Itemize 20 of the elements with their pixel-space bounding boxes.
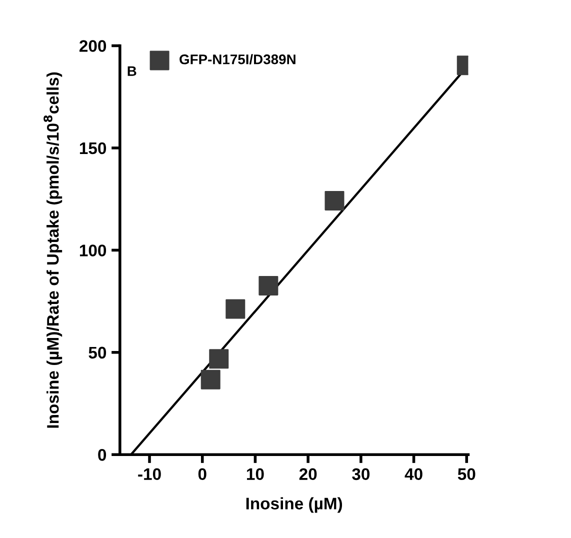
x-tick-label: 30 — [352, 468, 370, 480]
y-axis-title: Inosine (µM)/Rate of Uptake (pmol/s/10$^{8}$cells) — [44, 72, 62, 428]
y-tick-label: 0 — [98, 449, 106, 461]
x-tick-label: 40 — [404, 468, 422, 480]
legend-label: GFP-N175I/D389N — [180, 54, 296, 64]
annotation: B — [128, 66, 136, 76]
y-tick-label: 50 — [88, 346, 106, 359]
point — [200, 370, 220, 390]
y-tick-label: 150 — [80, 142, 106, 154]
x-tick-label: 10 — [247, 468, 264, 480]
point — [226, 299, 246, 319]
x-tick-label: -10 — [138, 468, 161, 480]
x-tick-label: 0 — [198, 468, 206, 480]
y-tick-label: 100 — [80, 244, 106, 256]
x-axis-title: Inosine (µM) — [246, 497, 342, 513]
x-tick-label: 50 — [458, 468, 476, 480]
y-tick-label: 200 — [79, 40, 106, 52]
point — [209, 349, 229, 369]
x-tick-label: 20 — [299, 468, 317, 480]
point — [258, 276, 278, 296]
